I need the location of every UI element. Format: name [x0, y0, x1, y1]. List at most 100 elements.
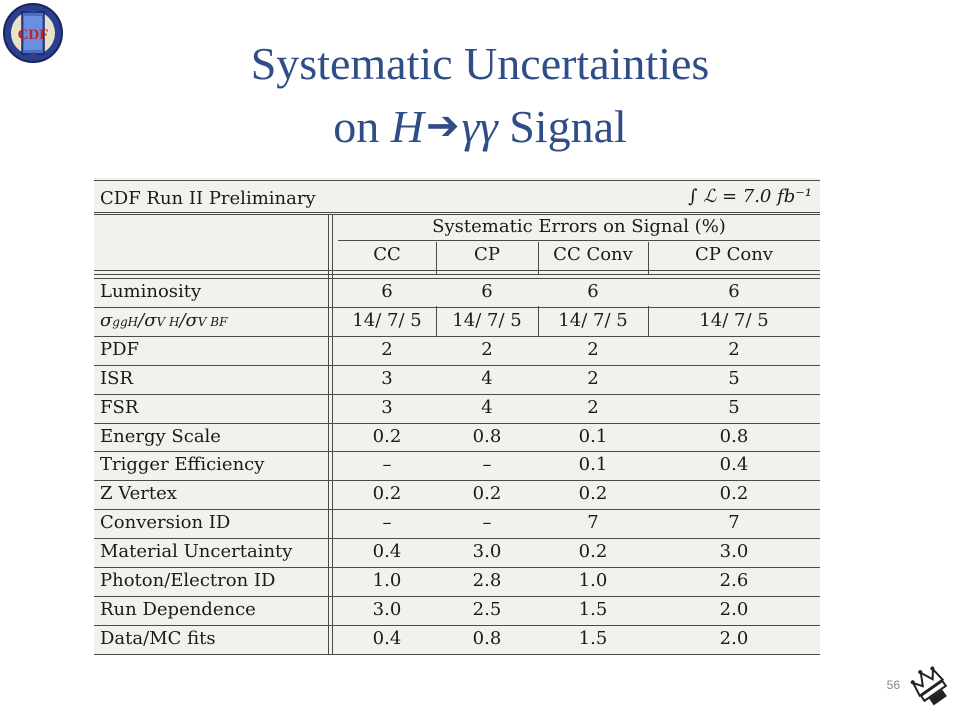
- table-cell: 2: [587, 396, 599, 418]
- table-cell: 14/ 7/ 5: [699, 309, 769, 331]
- table-cell: 3.0: [472, 541, 502, 563]
- table-cell: –: [482, 512, 492, 534]
- table-cell: 5: [728, 396, 740, 418]
- row-label: Luminosity: [100, 281, 202, 302]
- luminosity-caption: ∫ ℒ = 7.0 fb⁻¹: [688, 186, 812, 207]
- table-cell: 1.0: [578, 570, 608, 591]
- table-cell: 2.0: [719, 598, 749, 620]
- rule-top: [94, 180, 820, 181]
- table-cell: 0.2: [578, 483, 608, 505]
- table-cell: 2: [587, 367, 599, 389]
- table-cell: 0.4: [372, 541, 402, 563]
- table-caption: CDF Run II Preliminary: [100, 188, 316, 209]
- row-rule: [94, 423, 820, 424]
- table-cell: 0.2: [578, 541, 608, 563]
- rule-below-caption: [94, 212, 820, 213]
- title-higgs: H: [390, 101, 424, 152]
- table-cell: 0.1: [578, 454, 608, 476]
- table-cell: 3: [381, 396, 393, 418]
- table-cell: 0.4: [719, 454, 749, 476]
- vline-header-cp: [436, 242, 437, 274]
- row-label: FSR: [100, 396, 139, 418]
- table-cell: 6: [587, 281, 599, 302]
- title-gamma-gamma: γγ: [461, 101, 498, 152]
- table-cell: 0.2: [372, 483, 402, 505]
- slide-title-line1: Systematic Uncertainties: [250, 38, 710, 89]
- table-cell: 2.8: [472, 570, 502, 591]
- col-header-cc: CC: [373, 244, 401, 265]
- row-label: Trigger Efficiency: [100, 454, 265, 476]
- row-rule: [94, 596, 820, 597]
- row-rule: [94, 567, 820, 568]
- arrow-right-icon: ➔: [425, 103, 460, 148]
- row-label: Run Dependence: [100, 598, 256, 620]
- row-rule: [94, 365, 820, 366]
- table-cell: 1.5: [578, 598, 608, 620]
- row-label: Energy Scale: [100, 425, 221, 447]
- vline-header-cpconv: [648, 242, 649, 274]
- row-rule: [94, 394, 820, 395]
- table-cell: –: [382, 512, 392, 534]
- table-cell: 2: [587, 338, 599, 360]
- row-rule: [94, 625, 820, 626]
- rule-header-3: [94, 278, 820, 279]
- row-rule: [94, 307, 820, 308]
- table-cell: 2: [728, 338, 740, 360]
- row-label: PDF: [100, 338, 140, 360]
- table-cell: 0.8: [472, 425, 502, 447]
- table-cell: 14/ 7/ 5: [452, 309, 522, 331]
- page-number: 56: [886, 678, 900, 692]
- rule-header-1: [94, 270, 820, 271]
- table-cell: 3.0: [372, 598, 402, 620]
- rule-below-group: [338, 240, 820, 241]
- row-rule: [94, 336, 820, 337]
- table-cell: 6: [381, 281, 393, 302]
- logo-text: CDF: [18, 27, 49, 43]
- vline-sigma-cp: [436, 306, 437, 336]
- table-cell: 0.8: [719, 425, 749, 447]
- table-cell: 7: [728, 512, 740, 534]
- table-cell: 0.2: [472, 483, 502, 505]
- table-cell: 0.2: [372, 425, 402, 447]
- table-cell: 6: [481, 281, 493, 302]
- row-label: Conversion ID: [100, 512, 231, 534]
- table-cell: 0.8: [472, 627, 502, 649]
- systematics-table: CDF Run II Preliminary ∫ ℒ = 7.0 fb⁻¹ Sy…: [94, 178, 820, 655]
- row-rule: [94, 654, 820, 655]
- vline-label-1: [328, 214, 329, 654]
- vline-header-ccconv: [538, 242, 539, 274]
- table-cell: 14/ 7/ 5: [558, 309, 628, 331]
- row-label: ISR: [100, 367, 133, 389]
- table-cell: 2.0: [719, 627, 749, 649]
- table-cell: 1.5: [578, 627, 608, 649]
- table-cell: 0.2: [719, 483, 749, 505]
- col-header-cp-conv: CP Conv: [695, 244, 773, 265]
- col-header-cc-conv: CC Conv: [553, 244, 633, 265]
- vline-label-2: [332, 214, 333, 654]
- table-cell: 4: [481, 396, 493, 418]
- row-rule: [94, 538, 820, 539]
- table-cell: 1.0: [372, 570, 402, 591]
- row-rule: [94, 451, 820, 452]
- table-cell: 2: [381, 338, 393, 360]
- table-cell: 3.0: [719, 541, 749, 563]
- table-cell: 5: [728, 367, 740, 389]
- slide-title-line2: on H➔γγ Signal: [0, 98, 960, 155]
- row-label: Material Uncertainty: [100, 541, 293, 563]
- sigma-ratio-label: σggH/σV H/σV BF: [100, 310, 228, 331]
- title-prefix: on: [333, 101, 391, 152]
- col-header-cp: CP: [474, 244, 500, 265]
- table-cell: 0.4: [372, 627, 402, 649]
- table-cell: –: [482, 454, 492, 476]
- table-cell: –: [382, 454, 392, 476]
- table-cell: 7: [587, 512, 599, 534]
- group-header: Systematic Errors on Signal (%): [432, 216, 726, 237]
- row-rule: [94, 480, 820, 481]
- row-label: Data/MC fits: [100, 627, 216, 649]
- title-suffix: Signal: [497, 101, 627, 152]
- vline-sigma-cpconv: [648, 306, 649, 336]
- table-cell: 4: [481, 367, 493, 389]
- table-cell: 14/ 7/ 5: [352, 309, 422, 331]
- table-cell: 2: [481, 338, 493, 360]
- crown-crest-icon: [910, 666, 948, 706]
